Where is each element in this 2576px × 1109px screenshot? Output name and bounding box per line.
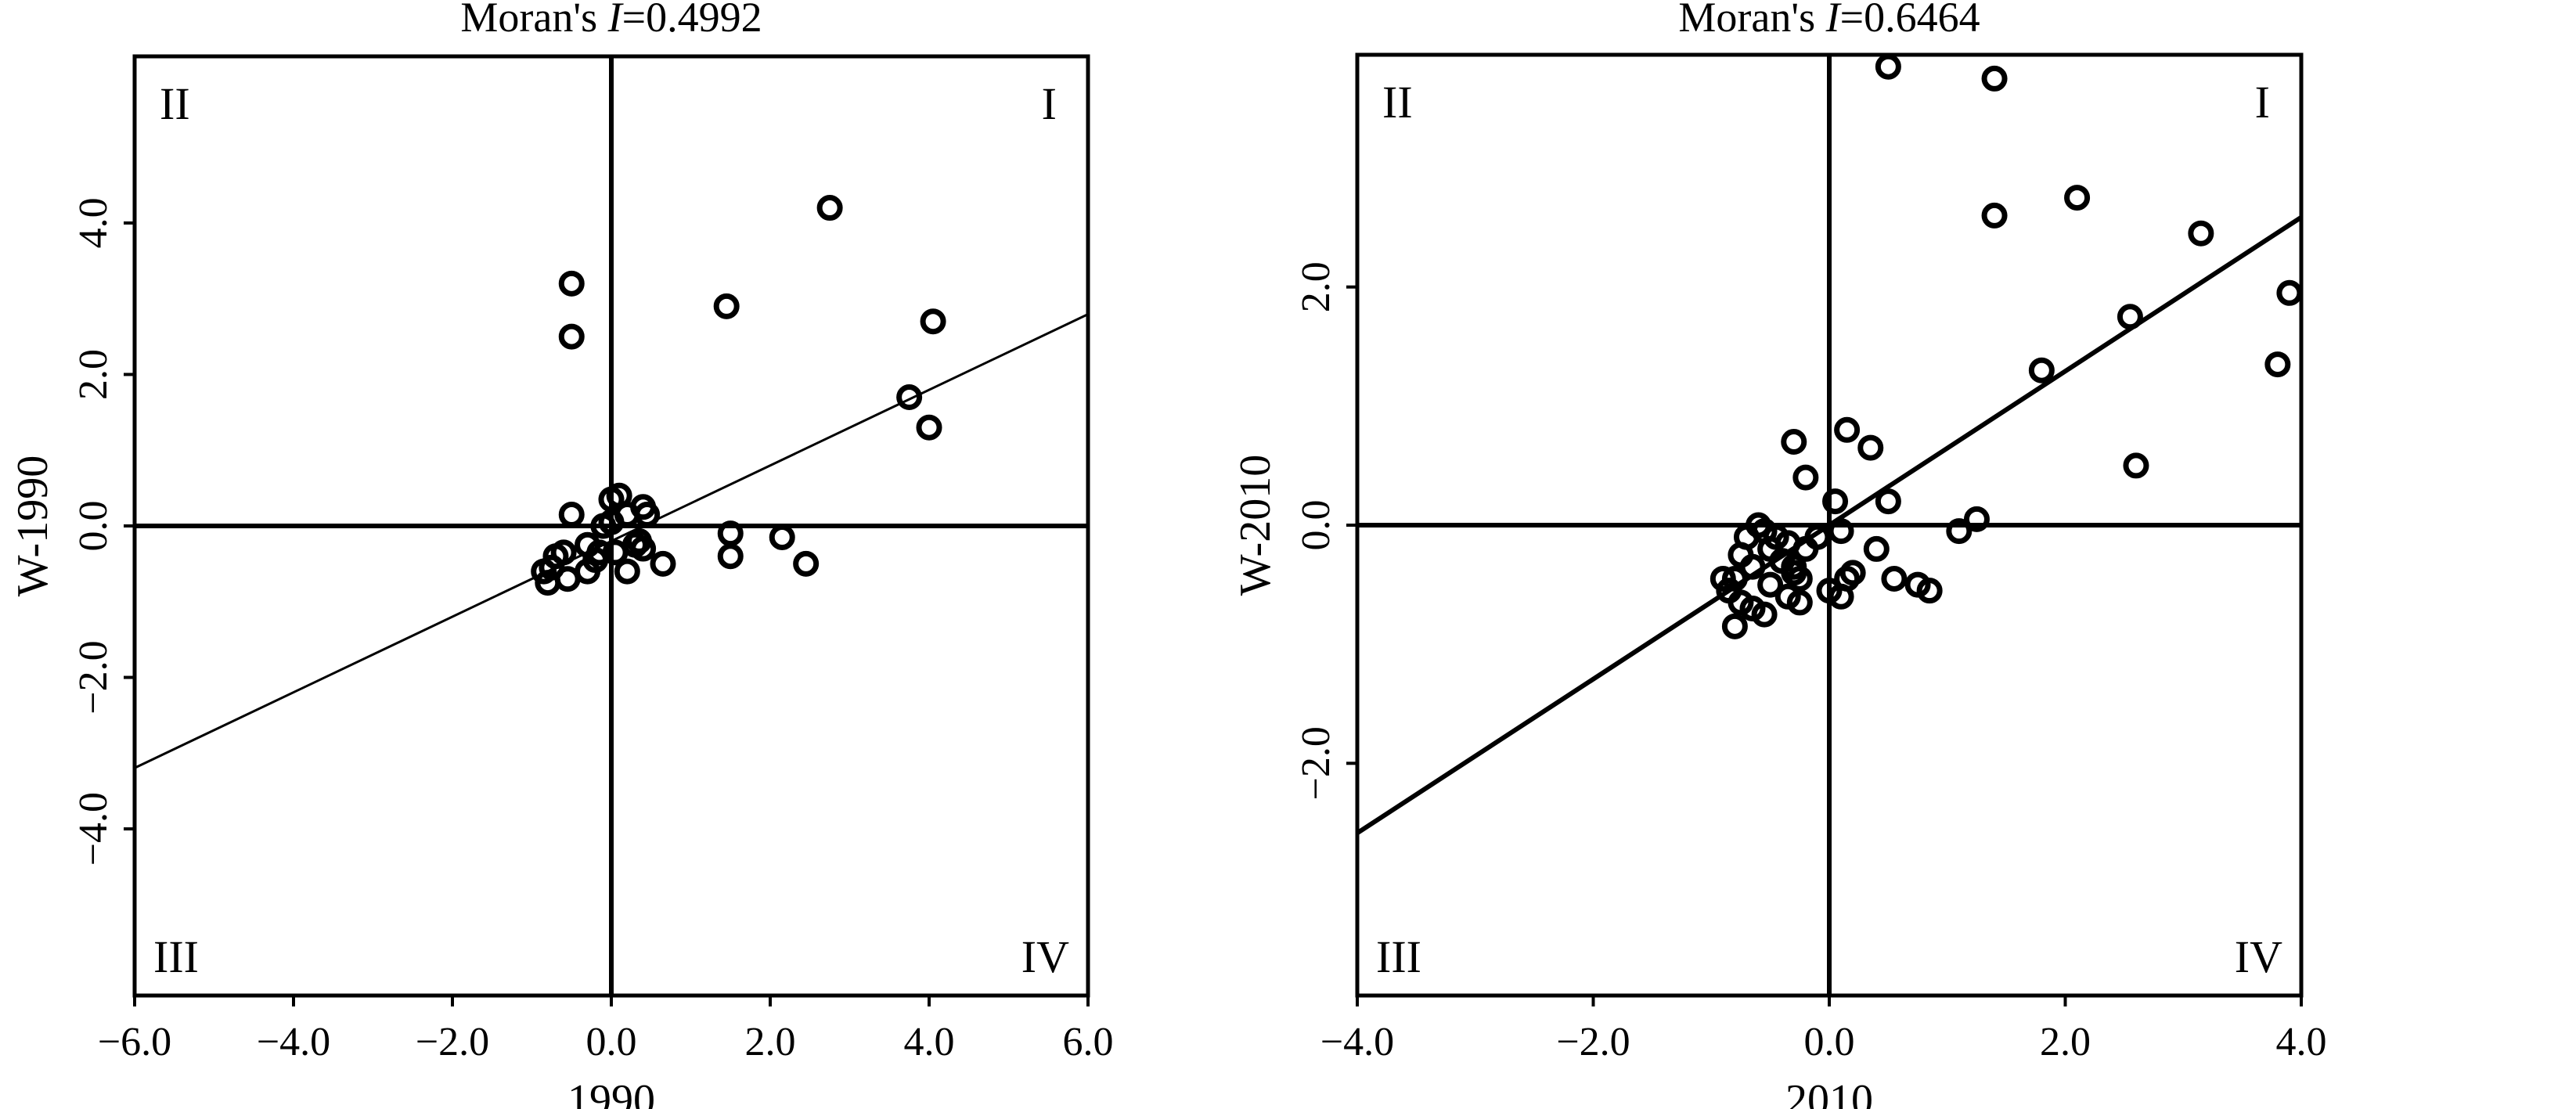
data-point [575, 558, 601, 585]
y-tick-label: −2.0 [71, 640, 116, 714]
chart-title: Moran's I=0.6464 [1678, 0, 1980, 41]
data-point [2064, 185, 2091, 211]
chart-title-italic: I [1825, 0, 1843, 41]
x-tick-label: 4.0 [904, 1020, 955, 1064]
x-tick-label: 0.0 [1804, 1020, 1855, 1064]
data-point [1963, 506, 1990, 532]
y-tick-label: 2.0 [1294, 261, 1338, 312]
data-point [1792, 464, 1819, 491]
x-tick-label: 2.0 [745, 1020, 796, 1064]
data-point [816, 195, 843, 221]
chart-title-suffix: =0.4992 [622, 0, 762, 41]
quadrant-label-iv: IV [2235, 931, 2282, 982]
data-point [650, 550, 676, 577]
data-point [1816, 578, 1843, 604]
data-point [586, 539, 613, 566]
quadrant-label-iii: III [153, 931, 199, 982]
chart-title-italic: I [607, 0, 625, 41]
data-point [2028, 357, 2055, 383]
data-point [598, 509, 625, 535]
data-point [1981, 202, 2008, 229]
data-point [1946, 518, 1973, 545]
chart-title: Moran's I=0.4992 [460, 0, 762, 41]
y-axis-label: W-1990 [9, 455, 57, 596]
data-point [1728, 542, 1754, 568]
data-point [1757, 571, 1784, 598]
data-point [558, 501, 585, 527]
data-point [713, 293, 740, 319]
x-tick-label: 0.0 [586, 1020, 637, 1064]
data-point [2264, 351, 2291, 378]
y-tick-label: 0.0 [71, 501, 116, 552]
data-point [1875, 53, 1901, 80]
data-point [916, 414, 942, 441]
data-point [1834, 416, 1861, 443]
quadrant-label-ii: II [1382, 77, 1413, 128]
x-tick-label: −6.0 [98, 1020, 171, 1064]
data-point [1875, 488, 1901, 515]
y-axis-label: W-2010 [1231, 455, 1280, 596]
data-point [630, 535, 657, 562]
quadrant-label-iv: IV [1021, 931, 1069, 982]
quadrant-label-i: I [2255, 77, 2270, 128]
data-point [1863, 535, 1890, 562]
data-point [1916, 578, 1943, 604]
x-tick-label: 4.0 [2276, 1020, 2327, 1064]
x-tick-label: 6.0 [1063, 1020, 1114, 1064]
regression-line [1356, 215, 2303, 835]
data-point [2117, 304, 2143, 330]
data-point [1786, 589, 1813, 616]
x-tick-label: −2.0 [416, 1020, 489, 1064]
data-point [717, 543, 744, 570]
x-tick-label: 2.0 [2040, 1020, 2091, 1064]
chart-title-suffix: =0.6464 [1840, 0, 1980, 41]
data-point [1881, 565, 1908, 592]
data-point [558, 323, 585, 350]
data-point [2276, 279, 2303, 306]
y-tick-label: −4.0 [71, 792, 116, 866]
quadrant-label-i: I [1042, 78, 1057, 129]
y-tick-label: 2.0 [71, 349, 116, 400]
x-axis-label: 1990 [567, 1076, 655, 1109]
data-point [896, 383, 923, 410]
data-point [2123, 452, 2149, 479]
data-point [1839, 560, 1866, 586]
data-point [614, 558, 640, 585]
data-point [769, 524, 795, 551]
data-point [1781, 428, 1807, 455]
x-tick-label: −4.0 [257, 1020, 330, 1064]
x-axis-label: 2010 [1785, 1076, 1873, 1109]
quadrant-label-iii: III [1376, 931, 1421, 982]
data-point [1739, 596, 1766, 622]
data-point [634, 501, 661, 527]
quadrant-label-ii: II [160, 78, 190, 129]
x-tick-label: −2.0 [1556, 1020, 1630, 1064]
data-point [1822, 488, 1849, 515]
data-point [1721, 613, 1748, 639]
data-point [531, 558, 557, 585]
data-point [920, 308, 946, 335]
y-tick-label: 0.0 [1294, 500, 1338, 551]
x-tick-label: −4.0 [1320, 1020, 1394, 1064]
data-point [558, 270, 585, 297]
chart-title-prefix: Moran's [1678, 0, 1825, 41]
data-point [1781, 560, 1807, 586]
y-tick-label: −2.0 [1294, 726, 1338, 800]
data-point [1710, 565, 1736, 592]
data-point [2188, 220, 2214, 247]
data-point [793, 550, 820, 577]
data-point [1857, 434, 1884, 461]
data-point [1828, 518, 1854, 545]
scatter-panel-1: −6.0 −4.0 −2.0 0.0 2.0 4.0 6.0 4.0 2.0 0.0 −2.0 −4.… [9, 0, 1114, 1109]
data-point [1981, 65, 2008, 92]
y-tick-label: 4.0 [71, 197, 116, 248]
chart-title-prefix: Moran's [460, 0, 607, 41]
